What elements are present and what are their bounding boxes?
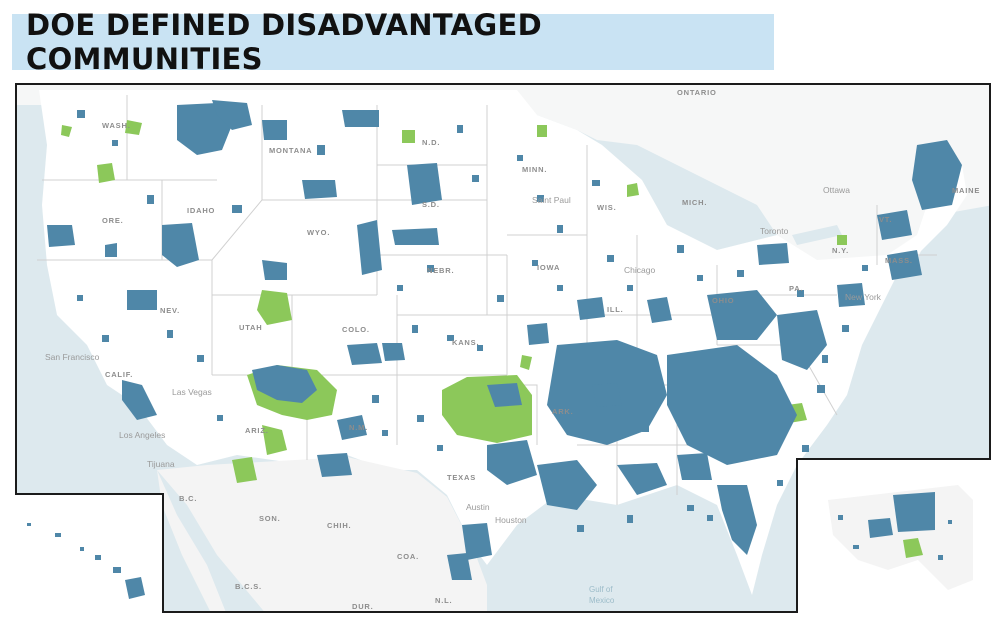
water-label: Gulf of — [589, 585, 613, 594]
city-label: Chicago — [624, 265, 655, 275]
water-labels: Gulf of Mexico — [589, 585, 615, 605]
country-label: B.C.S. — [235, 582, 262, 591]
lake-ontario — [792, 225, 842, 245]
state-label: IDAHO — [187, 206, 215, 215]
blue-speckles — [77, 110, 868, 532]
state-label: KANS. — [452, 338, 479, 347]
city-label: San Francisco — [45, 352, 100, 362]
alaska-map — [828, 485, 973, 590]
city-label: Austin — [466, 502, 490, 512]
city-label: New York — [845, 292, 882, 302]
blue-regions — [47, 100, 962, 580]
baja-land — [157, 470, 226, 611]
state-label: S.D. — [422, 200, 440, 209]
us-land — [39, 90, 967, 595]
title-banner: DOE DEFINED DISADVANTAGED COMMUNITIES — [12, 8, 774, 76]
country-label: CHIH. — [327, 521, 351, 530]
country-label: N.L. — [435, 596, 452, 605]
state-label: MASS. — [885, 256, 913, 265]
state-label: CALIF. — [105, 370, 133, 379]
state-label: WASH. — [102, 121, 131, 130]
state-label: VT. — [879, 215, 892, 224]
state-label: NEV. — [160, 306, 180, 315]
page-title: DOE DEFINED DISADVANTAGED COMMUNITIES — [26, 8, 542, 76]
state-label: NEBR. — [427, 266, 454, 275]
city-label: Ottawa — [823, 185, 850, 195]
state-label: ORE. — [102, 216, 124, 225]
state-label: MINN. — [522, 165, 547, 174]
state-label: MONTANA — [269, 146, 312, 155]
state-label: N.M. — [349, 423, 368, 432]
country-label: ONTARIO — [677, 88, 717, 97]
city-label: Tijuana — [147, 459, 175, 469]
city-label: Toronto — [760, 226, 789, 236]
state-label: ARIZ. — [245, 426, 269, 435]
city-labels: San Francisco Las Vegas Los Angeles Tiju… — [45, 185, 882, 525]
water-label: Mexico — [589, 596, 615, 605]
lake-huron — [677, 185, 717, 245]
state-label: COLO. — [342, 325, 370, 334]
state-label: IOWA — [537, 263, 560, 272]
country-label: COA. — [397, 552, 419, 561]
country-label: B.C. — [179, 494, 197, 503]
hawaii-map — [27, 523, 145, 599]
state-label: WIS. — [597, 203, 616, 212]
us-map: WASH. ORE. IDAHO MONTANA N.D. S.D. WYO. … — [17, 85, 989, 611]
state-label: N.Y. — [832, 246, 849, 255]
state-label: UTAH — [239, 323, 262, 332]
state-label: OHIO — [712, 296, 734, 305]
state-label: WYO. — [307, 228, 330, 237]
country-labels: ONTARIO B.C. SON. CHIH. COA. B.C.S. DUR.… — [179, 88, 717, 611]
state-label: ARK. — [552, 407, 574, 416]
country-label: DUR. — [352, 602, 374, 611]
state-label: PA. — [789, 284, 803, 293]
map-frame[interactable]: WASH. ORE. IDAHO MONTANA N.D. S.D. WYO. … — [15, 83, 991, 613]
city-label: Las Vegas — [172, 387, 212, 397]
canada-land — [17, 85, 989, 275]
city-label: Saint Paul — [532, 195, 571, 205]
alaska-inset[interactable] — [796, 458, 991, 613]
city-label: Houston — [495, 515, 527, 525]
city-label: Los Angeles — [119, 430, 165, 440]
mexico-land — [157, 457, 487, 611]
state-label: TEXAS — [447, 473, 476, 482]
state-label: MAINE — [952, 186, 980, 195]
state-label: MICH. — [682, 198, 707, 207]
state-label: N.D. — [422, 138, 440, 147]
state-labels: WASH. ORE. IDAHO MONTANA N.D. S.D. WYO. … — [102, 121, 980, 482]
state-label: ILL. — [607, 305, 624, 314]
country-label: SON. — [259, 514, 281, 523]
hawaii-inset[interactable] — [15, 493, 164, 613]
